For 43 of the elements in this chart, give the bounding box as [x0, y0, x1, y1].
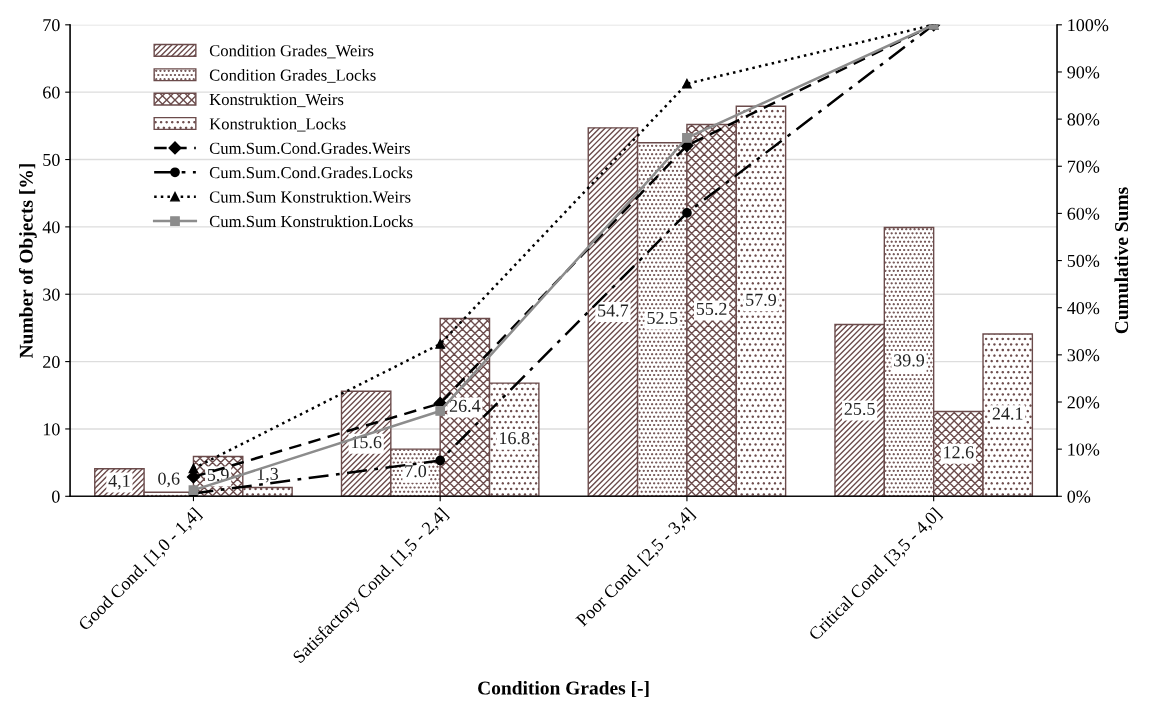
data-label: 25.5 — [844, 402, 875, 416]
y2-tick-label: 60% — [1067, 207, 1100, 220]
y-tick-label: 10 — [43, 423, 60, 436]
legend-label: Cum.Sum.Cond.Grades.Weirs — [209, 142, 410, 154]
y2-tick-label: 40% — [1067, 301, 1100, 315]
y-tick-label: 50 — [43, 153, 60, 166]
data-label: 7.0 — [405, 465, 427, 478]
y2-tick-label: 100% — [1068, 19, 1109, 32]
y2-tick-label: 30% — [1067, 349, 1100, 362]
data-label: 54.7 — [598, 304, 629, 317]
x-axis-title: Condition Grades [-] — [478, 680, 649, 698]
y2-tick-label: 80% — [1067, 113, 1100, 126]
legend-label: Condition Grades_Weirs — [209, 44, 374, 59]
data-label: 12.6 — [944, 446, 974, 459]
legend-label: Cum.Sum Konstruktion.Weirs — [209, 190, 411, 203]
y2-tick-label: 0% — [1067, 490, 1091, 503]
data-label: 39.9 — [894, 354, 925, 367]
legend-label: Konstruktion_Weirs — [209, 93, 344, 108]
y-tick-label: 30 — [43, 288, 60, 301]
y2-tick-label: 10% — [1068, 443, 1100, 456]
y-tick-label: 70 — [43, 19, 60, 32]
y2-tick-label: 20% — [1067, 396, 1100, 409]
data-label: 0,6 — [158, 472, 180, 488]
y-tick-label: 0 — [52, 490, 60, 503]
data-label: 52.5 — [647, 311, 678, 325]
data-label: 24.1 — [992, 407, 1023, 420]
data-label: 26.4 — [449, 399, 481, 412]
y-tick-label: 40 — [42, 221, 60, 234]
y2-axis-title: Cumulative Sums — [1114, 187, 1129, 334]
data-label: 57.9 — [746, 293, 777, 306]
y-axis-title: Number of Objects [%] — [18, 164, 37, 359]
data-label: 16.8 — [500, 432, 530, 445]
legend-label: Konstruktion_Locks — [209, 117, 346, 132]
data-label: 55.2 — [696, 302, 727, 315]
data-label: 4,1 — [108, 474, 130, 490]
legend-label: Cum.Sum Konstruktion.Locks — [209, 215, 413, 228]
y2-tick-label: 90% — [1067, 66, 1100, 79]
legend-label: Condition Grades_Locks — [209, 69, 376, 83]
y-tick-label: 20 — [43, 355, 60, 369]
legend-label: Cum.Sum.Cond.Grades.Locks — [209, 166, 413, 179]
y2-tick-label: 50% — [1067, 254, 1100, 268]
y-tick-label: 60 — [43, 86, 60, 99]
y2-tick-label: 70% — [1067, 160, 1100, 173]
